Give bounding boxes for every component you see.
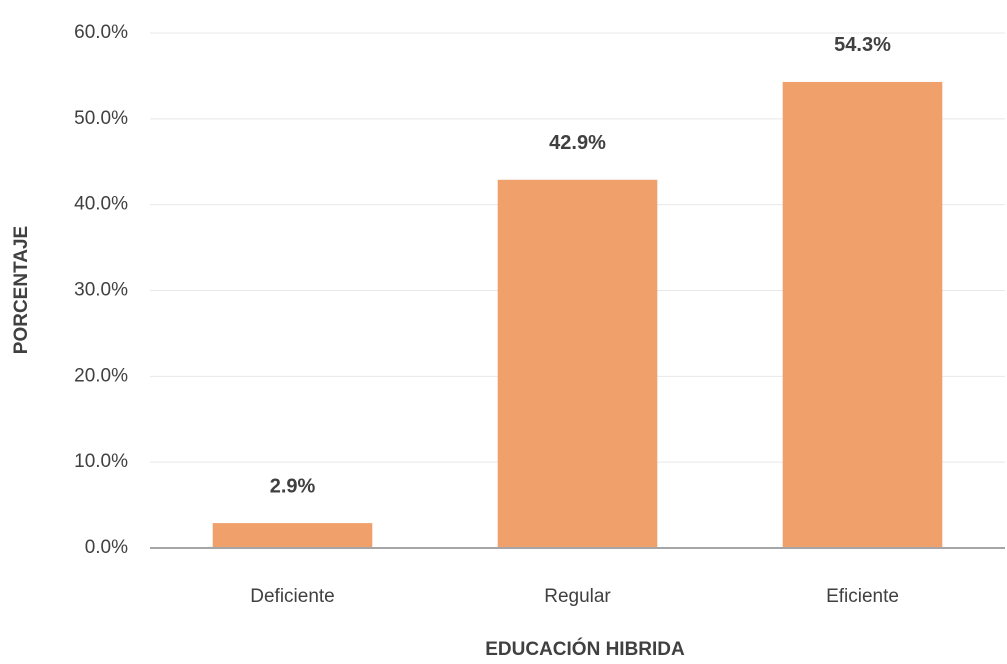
y-tick-label: 60.0%: [74, 22, 128, 43]
y-tick-label: 10.0%: [74, 451, 128, 472]
value-label: 2.9%: [270, 475, 316, 497]
bar: [497, 179, 658, 548]
x-tick-label: Eficiente: [826, 586, 899, 607]
x-axis-title: EDUCACIÓN HIBRIDA: [485, 638, 685, 660]
value-label: 42.9%: [549, 132, 606, 154]
y-tick-label: 0.0%: [85, 537, 128, 558]
x-tick-label: Deficiente: [250, 586, 335, 607]
bar: [782, 81, 943, 549]
y-tick-label: 30.0%: [74, 280, 128, 301]
value-label: 54.3%: [834, 34, 891, 56]
y-tick-label: 20.0%: [74, 365, 128, 386]
x-tick-label: Regular: [544, 586, 611, 607]
bar: [212, 523, 373, 548]
y-tick-label: 40.0%: [74, 194, 128, 215]
y-axis-title: PORCENTAJE: [11, 226, 32, 354]
y-tick-label: 50.0%: [74, 108, 128, 129]
